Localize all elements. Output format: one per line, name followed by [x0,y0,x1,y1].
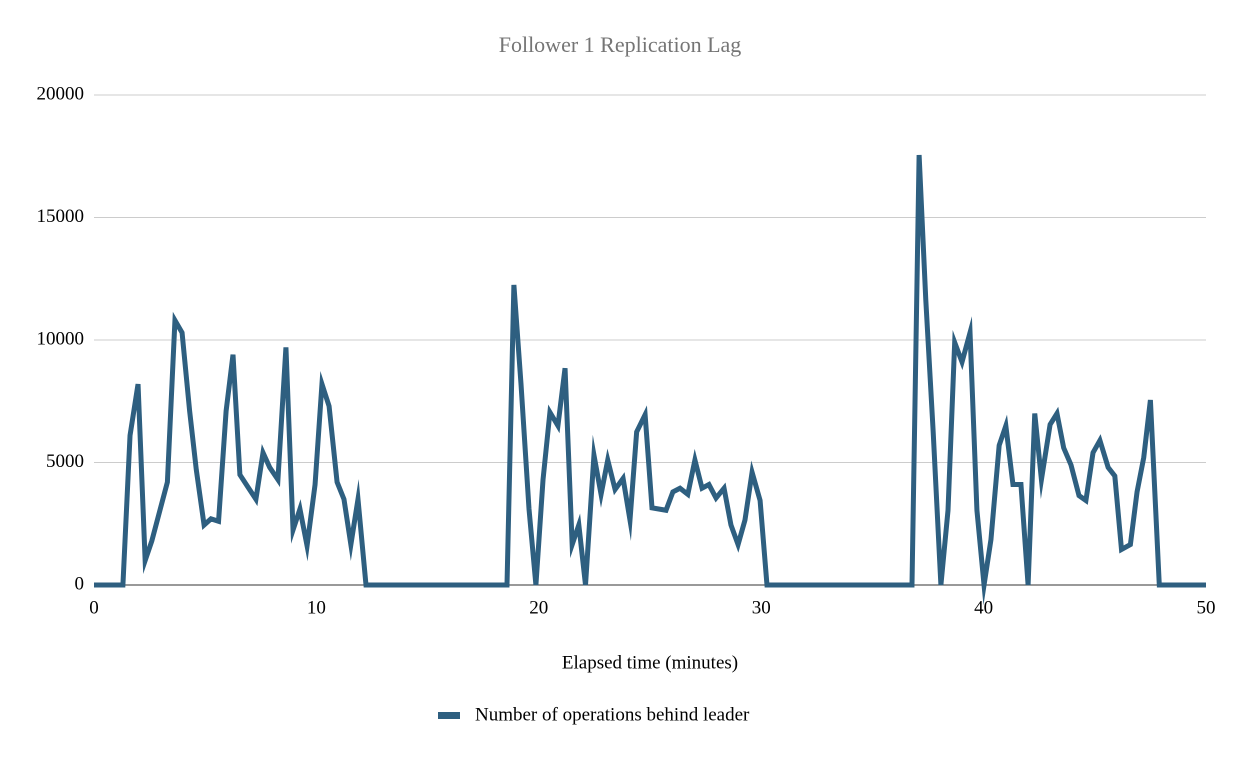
data-line [94,154,1206,606]
x-tick-label: 40 [974,597,993,618]
x-tick-label: 50 [1197,597,1216,618]
y-tick-label: 0 [75,573,85,594]
x-tick-label: 0 [89,597,99,618]
legend-swatch [438,712,460,719]
legend-label: Number of operations behind leader [475,704,750,725]
x-tick-label: 20 [529,597,548,618]
x-axis-label: Elapsed time (minutes) [562,652,738,673]
y-tick-label: 20000 [37,83,85,104]
y-tick-label: 5000 [46,451,84,472]
x-tick-label: 10 [307,597,326,618]
y-tick-label: 10000 [37,328,85,349]
y-tick-label: 15000 [37,206,85,227]
x-tick-label: 30 [752,597,771,618]
chart-title: Follower 1 Replication Lag [499,32,742,57]
